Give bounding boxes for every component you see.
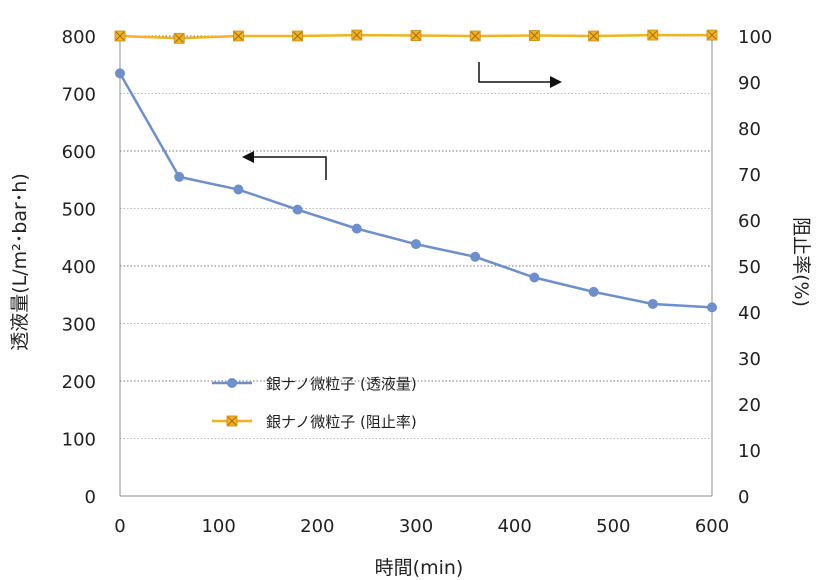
- series-layer: [114, 29, 718, 313]
- y-right-tick-label: 60: [738, 211, 761, 232]
- y-right-tick-labels: 0 10 20 30 40 50 60 70 80 90 100: [738, 27, 772, 508]
- data-point: [114, 30, 126, 42]
- data-point: [588, 286, 599, 297]
- y-left-tick-label: 700: [62, 85, 96, 106]
- y-left-tick-label: 600: [62, 142, 96, 163]
- data-point: [706, 29, 718, 41]
- data-point: [529, 272, 540, 283]
- data-point: [470, 251, 481, 262]
- x-axis-title: 時間(min): [375, 557, 464, 579]
- data-point: [174, 171, 185, 182]
- y-left-tick-label: 400: [62, 257, 96, 278]
- y-right-tick-label: 90: [738, 73, 761, 94]
- y-right-tick-label: 0: [738, 487, 749, 508]
- y-right-tick-label: 20: [738, 395, 761, 416]
- x-tick-label: 100: [201, 516, 235, 537]
- data-point: [647, 298, 658, 309]
- data-point: [411, 239, 421, 250]
- x-tick-labels: 0 100 200 300 400 500 600: [114, 516, 729, 537]
- legend-item-flux: 銀ナノ微粒子 (透液量): [212, 375, 417, 393]
- y-right-tick-label: 70: [738, 165, 761, 186]
- x-tick-label: 300: [399, 516, 433, 537]
- data-point: [173, 32, 185, 44]
- data-point: [469, 30, 481, 42]
- series-line: [118, 72, 713, 309]
- data-point: [115, 68, 125, 79]
- y-right-tick-label: 40: [738, 303, 761, 324]
- y-left-axis-title: 透液量(L/m²･bar･h): [9, 173, 31, 351]
- y-left-tick-label: 200: [62, 372, 96, 393]
- y-right-tick-label: 30: [738, 349, 761, 370]
- legend-label-flux: 銀ナノ微粒子 (透液量): [266, 375, 417, 393]
- y-left-tick-label: 300: [62, 315, 96, 336]
- data-point: [529, 30, 540, 41]
- y-left-tick-label: 800: [62, 27, 96, 48]
- y-right-tick-label: 10: [738, 441, 761, 462]
- legend: 銀ナノ微粒子 (透液量) 銀ナノ微粒子 (阻止率): [212, 375, 417, 431]
- left-axis-indicator-arrow: [242, 151, 327, 180]
- y-left-tick-label: 0: [85, 487, 96, 508]
- data-point: [292, 30, 304, 42]
- y-left-tick-labels: 0 100 200 300 400 500 600 700 800: [62, 27, 96, 508]
- y-right-tick-label: 80: [738, 119, 761, 140]
- data-point: [351, 223, 362, 234]
- data-point: [647, 29, 659, 41]
- data-point: [707, 302, 717, 313]
- x-tick-label: 600: [695, 516, 729, 537]
- y-left-tick-label: 500: [62, 200, 96, 221]
- series-flux: [115, 68, 717, 313]
- data-point: [232, 30, 244, 42]
- y-right-tick-label: 100: [738, 27, 772, 48]
- data-point: [292, 204, 303, 215]
- legend-label-rejection: 銀ナノ微粒子 (阻止率): [266, 413, 417, 431]
- y-right-tick-label: 50: [738, 257, 761, 278]
- legend-item-rejection: 銀ナノ微粒子 (阻止率): [212, 413, 417, 431]
- data-point: [410, 30, 422, 41]
- x-tick-label: 200: [300, 516, 334, 537]
- series-rejection: [114, 29, 718, 44]
- axes: [119, 36, 713, 497]
- y-right-axis-title: 阻止率(%): [790, 217, 812, 307]
- data-point: [588, 30, 599, 42]
- data-point: [233, 184, 244, 195]
- y-left-tick-label: 100: [62, 430, 96, 451]
- data-point: [351, 29, 363, 41]
- right-axis-indicator-arrow: [478, 62, 562, 88]
- x-tick-label: 400: [497, 516, 531, 537]
- x-tick-label: 0: [114, 516, 125, 537]
- x-tick-label: 500: [596, 516, 630, 537]
